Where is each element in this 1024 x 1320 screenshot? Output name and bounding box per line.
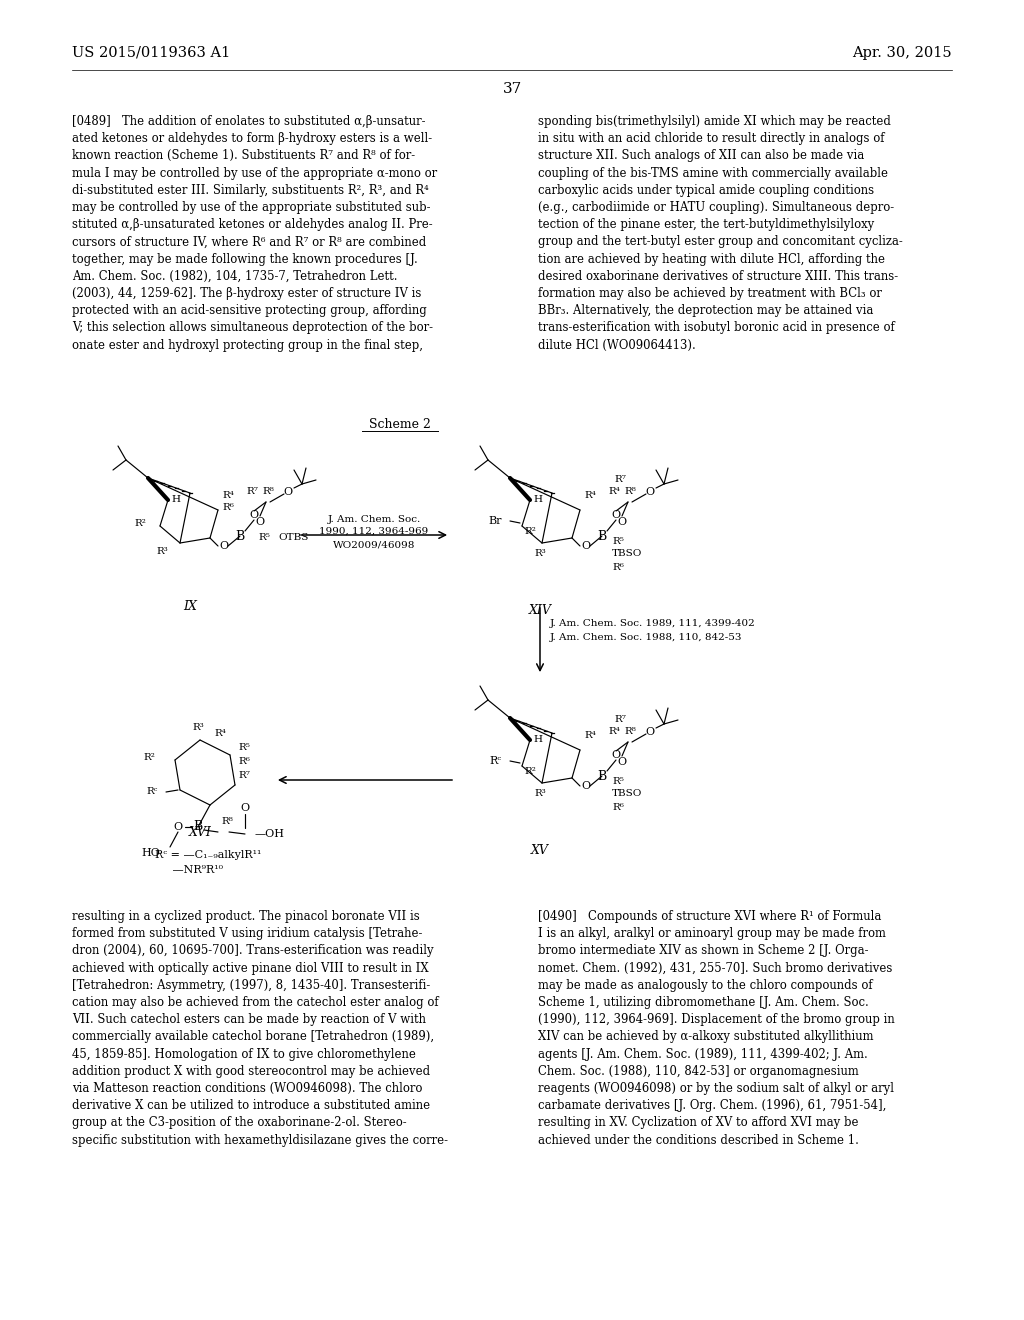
Text: J. Am. Chem. Soc. 1988, 110, 842-53: J. Am. Chem. Soc. 1988, 110, 842-53 <box>550 632 742 642</box>
Text: R⁸: R⁸ <box>262 487 274 496</box>
Text: HO: HO <box>141 847 160 858</box>
Text: R⁶: R⁶ <box>612 803 624 812</box>
Text: XIV: XIV <box>528 603 552 616</box>
Text: R⁵: R⁵ <box>258 533 270 543</box>
Text: XVI: XVI <box>188 825 211 838</box>
Text: R⁶: R⁶ <box>238 756 250 766</box>
Text: O: O <box>611 750 621 760</box>
Text: R⁷: R⁷ <box>614 475 626 484</box>
Text: —OH: —OH <box>255 829 285 840</box>
Text: Rᶜ: Rᶜ <box>146 788 158 796</box>
Text: H: H <box>534 495 542 503</box>
Text: sponding bis(trimethylsilyl) amide XI which may be reacted
in situ with an acid : sponding bis(trimethylsilyl) amide XI wh… <box>538 115 903 351</box>
Text: R²: R² <box>524 767 536 776</box>
Text: Rᶜ = —C₁₋₉alkylR¹¹: Rᶜ = —C₁₋₉alkylR¹¹ <box>155 850 261 861</box>
Text: R⁸: R⁸ <box>221 817 232 826</box>
Text: J. Am. Chem. Soc.: J. Am. Chem. Soc. <box>328 515 421 524</box>
Text: R⁸: R⁸ <box>624 487 636 496</box>
Text: R⁴: R⁴ <box>584 491 596 500</box>
Text: R⁵: R⁵ <box>238 742 250 751</box>
Text: R⁴: R⁴ <box>608 487 620 496</box>
Text: H: H <box>171 495 180 503</box>
Text: Scheme 2: Scheme 2 <box>369 418 431 432</box>
Text: H: H <box>534 734 542 743</box>
Text: B: B <box>194 821 203 833</box>
Text: O: O <box>255 517 264 527</box>
Text: —NR⁹R¹⁰: —NR⁹R¹⁰ <box>155 865 223 875</box>
Text: XV: XV <box>531 843 549 857</box>
Text: IX: IX <box>183 599 197 612</box>
Text: R⁴: R⁴ <box>214 730 226 738</box>
Text: J. Am. Chem. Soc. 1989, 111, 4399-402: J. Am. Chem. Soc. 1989, 111, 4399-402 <box>550 619 756 627</box>
Text: O: O <box>241 803 250 813</box>
Text: 37: 37 <box>503 82 521 96</box>
Text: B: B <box>236 529 245 543</box>
Text: Rᶜ: Rᶜ <box>489 756 502 766</box>
Text: R³: R³ <box>193 723 204 733</box>
Text: O: O <box>582 541 591 550</box>
Text: US 2015/0119363 A1: US 2015/0119363 A1 <box>72 46 230 59</box>
Text: OTBS: OTBS <box>278 533 308 543</box>
Text: R⁷: R⁷ <box>246 487 258 496</box>
Text: O: O <box>617 517 627 527</box>
Text: [0490]   Compounds of structure XVI where R¹ of Formula
I is an alkyl, aralkyl o: [0490] Compounds of structure XVI where … <box>538 909 895 1147</box>
Text: R²: R² <box>143 754 155 763</box>
Text: R²: R² <box>134 520 146 528</box>
Text: Br: Br <box>488 516 502 525</box>
Text: R⁷: R⁷ <box>238 771 250 780</box>
Text: [0489]   The addition of enolates to substituted α,β-unsatur-
ated ketones or al: [0489] The addition of enolates to subst… <box>72 115 437 351</box>
Text: 1990, 112, 3964-969: 1990, 112, 3964-969 <box>319 527 429 536</box>
Text: R⁶: R⁶ <box>612 562 624 572</box>
Text: O: O <box>250 510 259 520</box>
Text: R⁶: R⁶ <box>222 503 233 512</box>
Text: TBSO: TBSO <box>612 549 642 558</box>
Text: R²: R² <box>524 528 536 536</box>
Text: O: O <box>173 822 182 832</box>
Text: O: O <box>611 510 621 520</box>
Text: R⁵: R⁵ <box>612 536 624 545</box>
Text: R⁸: R⁸ <box>624 727 636 737</box>
Text: O: O <box>645 487 654 498</box>
Text: Apr. 30, 2015: Apr. 30, 2015 <box>852 46 952 59</box>
Text: WO2009/46098: WO2009/46098 <box>333 540 415 549</box>
Text: R⁴: R⁴ <box>584 731 596 741</box>
Text: B: B <box>597 529 606 543</box>
Text: O: O <box>284 487 293 498</box>
Text: resulting in a cyclized product. The pinacol boronate VII is
formed from substit: resulting in a cyclized product. The pin… <box>72 909 449 1147</box>
Text: TBSO: TBSO <box>612 789 642 799</box>
Text: R⁷: R⁷ <box>614 715 626 725</box>
Text: R³: R³ <box>157 546 168 556</box>
Text: R³: R³ <box>535 788 546 797</box>
Text: R⁵: R⁵ <box>612 776 624 785</box>
Text: O: O <box>617 756 627 767</box>
Text: B: B <box>597 770 606 783</box>
Text: O: O <box>582 781 591 791</box>
Text: R³: R³ <box>535 549 546 557</box>
Text: R⁴: R⁴ <box>608 727 620 737</box>
Text: R⁴: R⁴ <box>222 491 233 500</box>
Text: O: O <box>645 727 654 737</box>
Text: O: O <box>219 541 228 550</box>
